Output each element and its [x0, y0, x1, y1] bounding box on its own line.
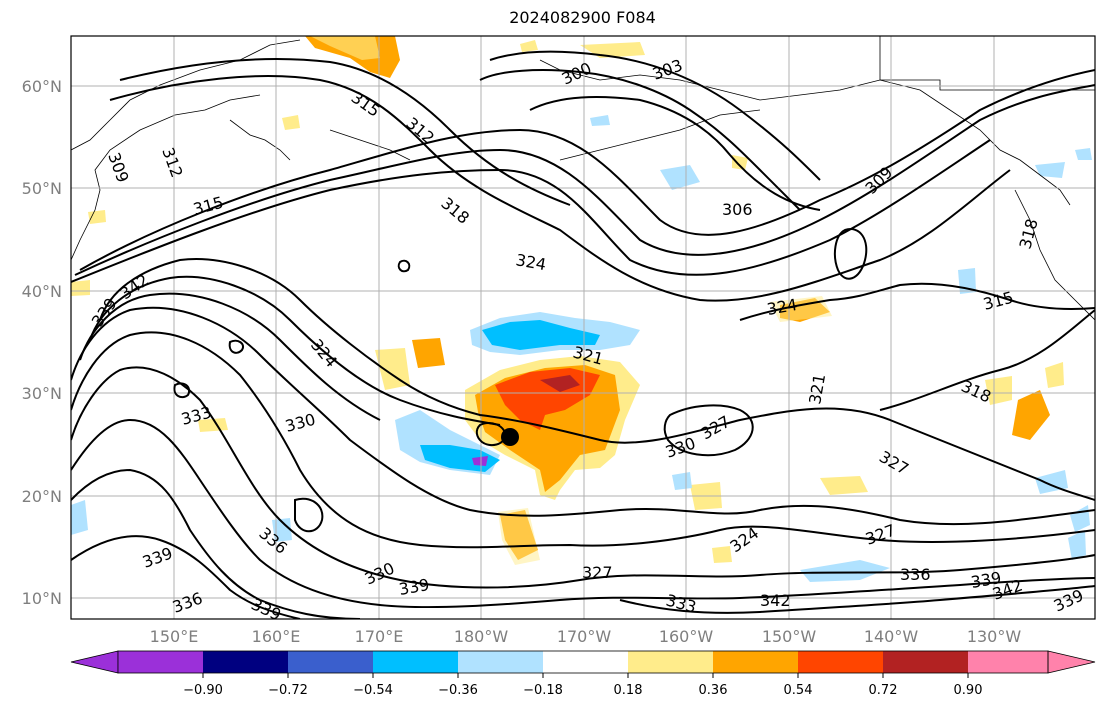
map-title: 2024082900 F084	[509, 8, 656, 27]
lat-label: 10°N	[21, 589, 62, 608]
colorbar-tick-label: 0.36	[698, 683, 728, 698]
contour-label: 327	[582, 563, 613, 582]
contour-label: 342	[760, 591, 791, 610]
colorbar-segment	[118, 651, 203, 673]
colorbar-tick-label: −0.54	[353, 683, 393, 698]
colorbar-segment	[968, 651, 1048, 673]
lon-label: 150°W	[761, 627, 817, 646]
map-frame	[70, 35, 1096, 620]
lon-label: 130°W	[966, 627, 1022, 646]
colorbar-segment	[288, 651, 373, 673]
colorbar-tick-label: −0.72	[268, 683, 308, 698]
lon-label: 140°W	[863, 627, 919, 646]
colorbar-tick-label: 0.72	[868, 683, 898, 698]
lon-label: 170°W	[556, 627, 612, 646]
contour-label: 306	[722, 200, 753, 219]
lat-label: 60°N	[21, 77, 62, 96]
storm-center-marker	[501, 428, 519, 446]
colorbar-segment	[373, 651, 458, 673]
colorbar-segment	[543, 651, 628, 673]
colorbar-segment	[203, 651, 288, 673]
lon-label: 170°E	[354, 627, 404, 646]
colorbar	[70, 650, 1096, 678]
lat-label: 40°N	[21, 282, 62, 301]
coastlines	[71, 36, 1095, 321]
colorbar-tick-label: −0.36	[438, 683, 478, 698]
colorbar-segment	[458, 651, 543, 673]
contour-label: 336	[900, 565, 931, 584]
lat-label: 20°N	[21, 487, 62, 506]
contour-lines	[71, 50, 1095, 619]
lon-label: 150°E	[149, 627, 199, 646]
colorbar-tick-label: 0.54	[783, 683, 813, 698]
colorbar-tick-label: −0.90	[183, 683, 223, 698]
lon-label: 160°E	[251, 627, 301, 646]
colorbar-segment	[798, 651, 883, 673]
colorbar-segment	[883, 651, 968, 673]
lat-label: 50°N	[21, 179, 62, 198]
colorbar-frame	[117, 650, 1049, 674]
colorbar-tick-label: 0.18	[613, 683, 643, 698]
lon-label: 180°W	[453, 627, 509, 646]
colorbar-tick-label: −0.18	[523, 683, 563, 698]
colorbar-segment	[713, 651, 798, 673]
colorbar-segment	[628, 651, 713, 673]
lon-label: 160°W	[658, 627, 714, 646]
colorbar-segment	[70, 650, 119, 674]
lat-label: 30°N	[21, 384, 62, 403]
colorbar-tick-label: 0.90	[953, 683, 983, 698]
colorbar-segment	[1047, 650, 1096, 674]
